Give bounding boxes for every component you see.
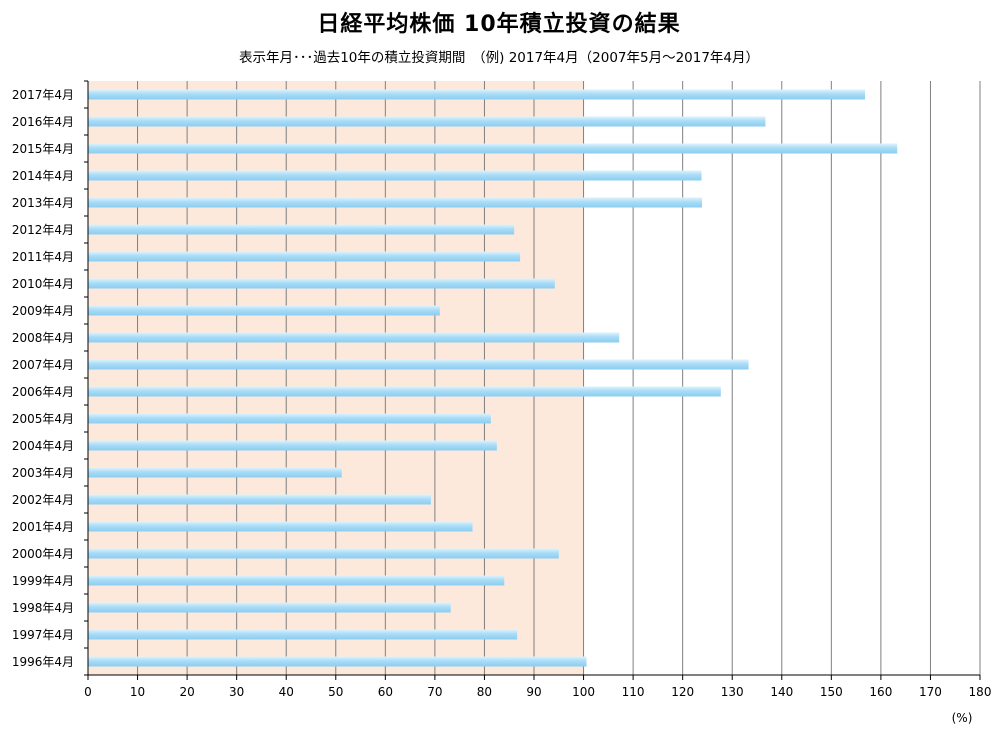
bar xyxy=(88,602,451,613)
x-tick-label: 110 xyxy=(622,685,645,699)
chart-subtitle: 表示年月･･･過去10年の積立投資期間 （例) 2017年4月（2007年5月～… xyxy=(238,50,760,66)
x-tick-label: 160 xyxy=(869,685,892,699)
x-tick-label: 50 xyxy=(328,685,343,699)
y-tick-label: 2005年4月 xyxy=(12,412,74,426)
bar xyxy=(88,305,440,316)
bars xyxy=(88,89,898,667)
bar xyxy=(88,224,515,235)
bar xyxy=(88,251,521,262)
bar xyxy=(88,278,555,289)
x-tick-label: 100 xyxy=(572,685,595,699)
x-tick-label: 130 xyxy=(721,685,744,699)
x-tick-label: 180 xyxy=(969,685,992,699)
x-tick-label: 120 xyxy=(671,685,694,699)
y-tick-label: 2003年4月 xyxy=(12,466,74,480)
x-tick-label: 60 xyxy=(378,685,393,699)
y-tick-label: 2009年4月 xyxy=(12,304,74,318)
y-tick-label: 2002年4月 xyxy=(12,493,74,507)
y-tick-label: 2017年4月 xyxy=(12,88,74,102)
y-tick-label: 2008年4月 xyxy=(12,331,74,345)
bar xyxy=(88,143,898,154)
x-tick-label: 20 xyxy=(179,685,194,699)
x-tick-label: 70 xyxy=(427,685,442,699)
y-tick-label: 2010年4月 xyxy=(12,277,74,291)
y-tick-label: 1999年4月 xyxy=(12,574,74,588)
bar xyxy=(88,413,491,424)
bar xyxy=(88,548,559,559)
bar xyxy=(88,116,766,127)
y-tick-label: 2015年4月 xyxy=(12,142,74,156)
y-tick-label: 2014年4月 xyxy=(12,169,74,183)
bar xyxy=(88,386,721,397)
y-tick-label: 2007年4月 xyxy=(12,358,74,372)
y-tick-label: 2016年4月 xyxy=(12,115,74,129)
y-tick-label: 2006年4月 xyxy=(12,385,74,399)
chart-title: 日経平均株価 10年積立投資の結果 xyxy=(317,12,681,37)
x-axis: 0 10 20 30 40 50 60 70 80 90 100 110 120 130 140 150 160… xyxy=(84,674,992,699)
bar xyxy=(88,494,431,505)
bar xyxy=(88,521,473,532)
x-tick-label: 90 xyxy=(526,685,541,699)
x-tick-label: 40 xyxy=(279,685,294,699)
y-tick-label: 1996年4月 xyxy=(12,655,74,669)
x-tick-label: 0 xyxy=(84,685,92,699)
x-tick-label: 170 xyxy=(919,685,942,699)
y-tick-label: 2004年4月 xyxy=(12,439,74,453)
y-tick-label: 2013年4月 xyxy=(12,196,74,210)
x-axis-label: (%) xyxy=(952,711,973,725)
y-tick-label: 1998年4月 xyxy=(12,601,74,615)
y-tick-label: 2012年4月 xyxy=(12,223,74,237)
bar xyxy=(88,629,518,640)
bar xyxy=(88,359,749,370)
y-axis: 2017年4月 2016年4月 2015年4月 2014年4月 2013年4月 2012年… xyxy=(12,80,89,676)
bar xyxy=(88,467,342,478)
y-tick-label: 2001年4月 xyxy=(12,520,74,534)
y-tick-label: 2011年4月 xyxy=(12,250,74,264)
x-tick-label: 30 xyxy=(229,685,244,699)
bar xyxy=(88,575,505,586)
x-tick-label: 150 xyxy=(820,685,843,699)
bar xyxy=(88,440,497,451)
bar xyxy=(88,197,702,208)
x-tick-label: 140 xyxy=(770,685,793,699)
bar xyxy=(88,170,702,181)
x-tick-label: 80 xyxy=(477,685,492,699)
y-tick-label: 1997年4月 xyxy=(12,628,74,642)
bar xyxy=(88,89,866,100)
x-tick-label: 10 xyxy=(130,685,145,699)
bar xyxy=(88,656,587,667)
bar xyxy=(88,332,620,343)
y-tick-label: 2000年4月 xyxy=(12,547,74,561)
